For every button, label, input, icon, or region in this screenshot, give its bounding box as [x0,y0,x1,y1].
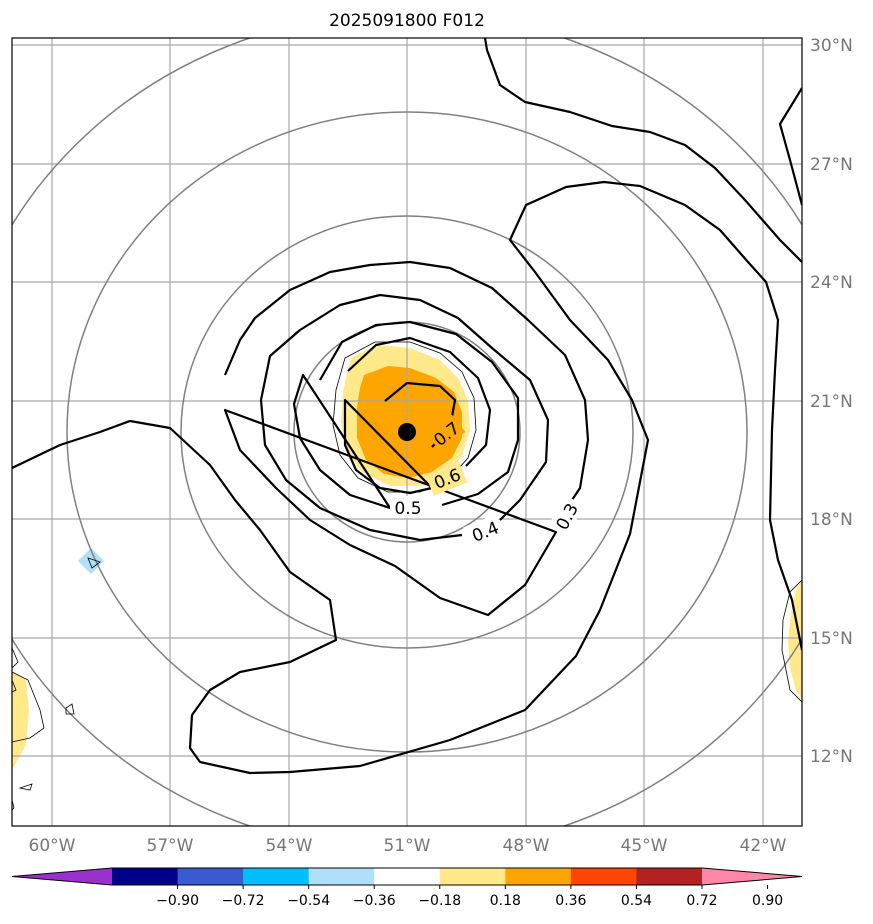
storm-center-marker [398,423,416,441]
colorbar-extend-max [702,868,802,885]
chart-title: 2025091800 F012 [329,11,485,31]
colorbar-tick-label: −0.72 [222,893,265,909]
map-frame [11,37,803,827]
colorbar-segment [243,868,310,885]
shaded-field [12,345,802,770]
colorbar-segment [570,868,637,885]
shade-negative-spot [78,548,104,574]
colorbar-tick-label: 0.54 [621,893,652,909]
map-area: 0.7 0.6 0.5 0.4 0.3 [12,38,802,826]
colorbar-tick-label: 0.72 [686,893,717,909]
contour-0.6b [343,398,434,495]
contour-0.4b [259,329,463,542]
contour-0.1b [778,87,802,206]
lon-tick-labels: 60°W 57°W 54°W 51°W 48°W 45°W 42°W [29,836,787,856]
lon-tick-label: 45°W [621,836,668,856]
colorbar-tick-label: 0.90 [752,893,783,909]
colorbar-segment [374,868,441,885]
contour-0.1 [483,38,802,263]
lat-tick-label: 30°N [810,36,853,56]
lat-tick-label: 12°N [810,747,853,767]
colorbar-outline [11,867,803,886]
colorbar-segment [439,868,506,885]
shade-left-edge [12,672,29,770]
shade-right-edge [788,580,802,700]
lon-tick-label: 57°W [147,836,194,856]
contour-labels: 0.7 0.6 0.5 0.4 0.3 [390,414,585,548]
range-ring [180,215,634,649]
colorbar-tick-label: 0.18 [490,893,521,909]
contour-0.4 [299,293,550,521]
colorbar-segment [112,868,179,885]
contour-0.3 [223,260,590,501]
colorbar-segment [177,868,244,885]
colorbar-extend-min [12,868,112,885]
lon-tick-label: 42°W [740,836,787,856]
shade-orange [357,366,462,478]
colorbar-segment [308,868,375,885]
lat-tick-labels: 30°N 27°N 24°N 21°N 18°N 15°N 12°N [810,36,853,767]
contour-label: 0.5 [394,499,421,519]
lon-tick-label: 48°W [503,836,550,856]
colorbar-tick-label: 0.36 [555,893,586,909]
colorbar-tick-label: −0.54 [287,893,330,909]
lat-tick-label: 24°N [810,273,853,293]
thick-contours [12,38,802,775]
colorbar-segment [505,868,572,885]
contour-0.2 [12,180,802,775]
colorbar-tick-label: −0.36 [353,893,396,909]
lon-tick-label: 60°W [29,836,76,856]
lat-tick-label: 27°N [810,155,853,175]
colorbar-tick-label: −0.90 [156,893,199,909]
lon-tick-label: 54°W [266,836,313,856]
contour-0.5 [319,320,520,507]
colorbar-tick-label: −0.18 [418,893,461,909]
lat-tick-label: 15°N [810,629,853,649]
lat-tick-label: 21°N [810,392,853,412]
contour-0.3b [223,408,558,617]
grid-lines [12,38,802,826]
lon-tick-label: 51°W [384,836,431,856]
colorbar-segment [636,868,703,885]
contour-0.6 [347,336,492,467]
colorbar: −0.90 −0.72 −0.54 −0.36 −0.18 0.18 0.36 0.54 0.7… [11,867,803,909]
lat-tick-label: 18°N [810,510,853,530]
